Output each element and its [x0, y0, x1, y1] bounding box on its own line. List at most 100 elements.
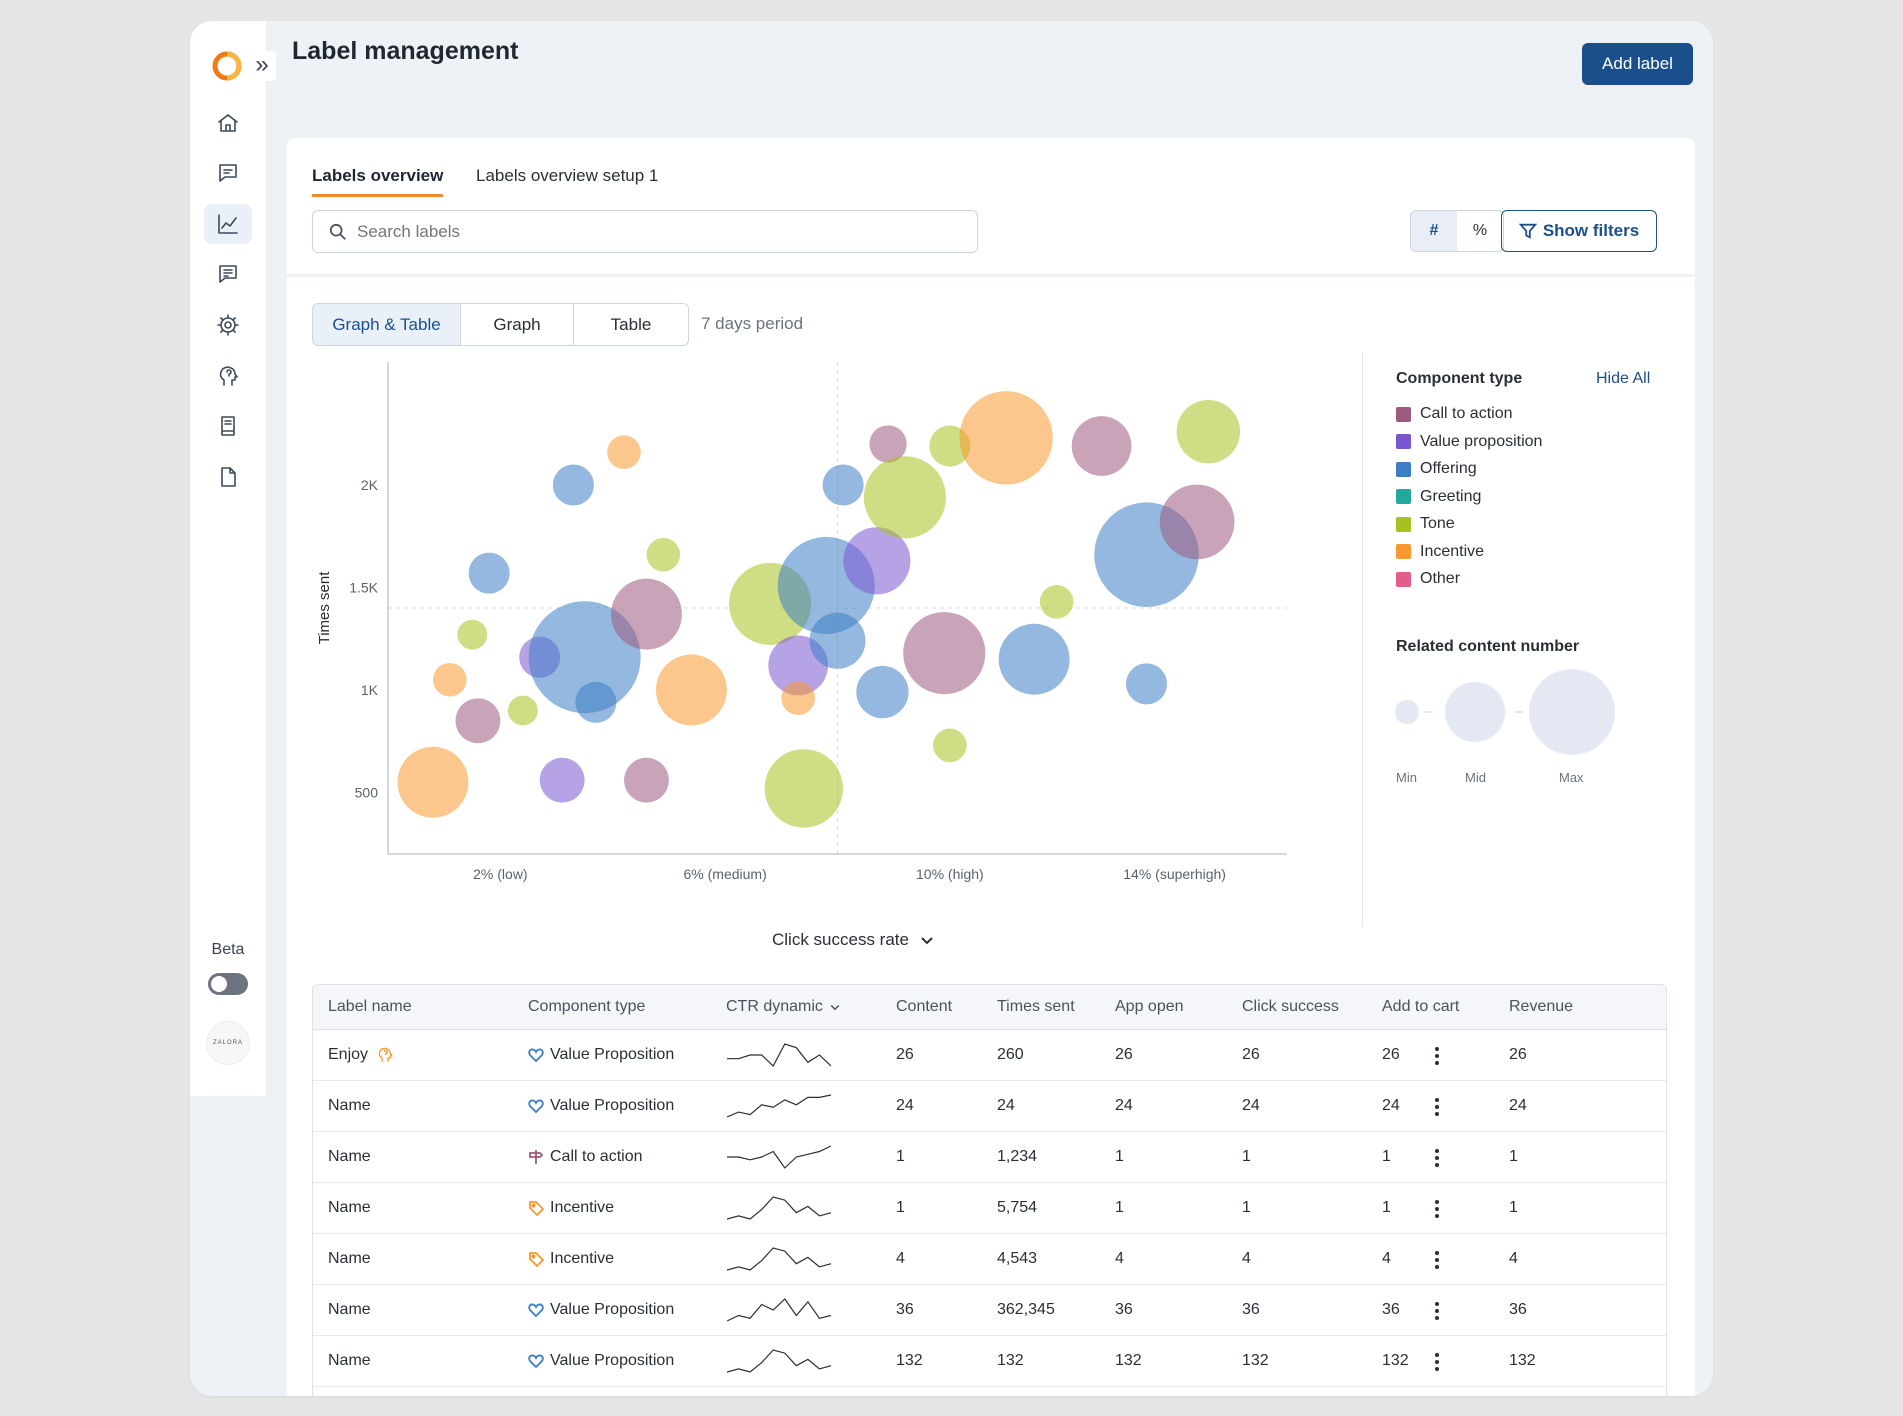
- x-tick-label: 14% (superhigh): [1123, 866, 1226, 882]
- bubble-call-to-action[interactable]: [455, 698, 501, 744]
- bubble-incentive[interactable]: [781, 681, 815, 715]
- col-click-success[interactable]: Click success: [1242, 998, 1339, 1015]
- cell-revenue: 132: [1509, 1352, 1536, 1369]
- bubble-offering[interactable]: [856, 665, 909, 719]
- col-component-type[interactable]: Component type: [528, 998, 646, 1015]
- cell-times-sent: 260: [997, 1046, 1024, 1063]
- row-more-options-icon[interactable]: [1425, 1043, 1449, 1069]
- sidebar-item-library[interactable]: [204, 406, 252, 446]
- legend-item-label: Incentive: [1420, 542, 1485, 560]
- bubble-value-proposition[interactable]: [843, 527, 911, 595]
- bubble-offering[interactable]: [468, 552, 510, 594]
- table-row[interactable]: Name Call to action 1 1,234 1 1 1 1: [313, 1132, 1666, 1183]
- bubble-tone[interactable]: [1176, 399, 1241, 464]
- col-label-name[interactable]: Label name: [328, 998, 412, 1015]
- add-label-button[interactable]: Add label: [1582, 43, 1693, 85]
- table-row[interactable]: Name Value Proposition 132 132 132 132 132 132: [313, 1336, 1666, 1387]
- bubble-incentive[interactable]: [607, 435, 641, 469]
- table-row[interactable]: NameOther132132132132132132: [313, 1387, 1666, 1396]
- bubble-value-proposition[interactable]: [539, 757, 585, 803]
- app-window: » Beta ZALORA Label management Add lab: [190, 21, 1713, 1396]
- bubble-offering[interactable]: [1125, 663, 1168, 705]
- page-title: Label management: [292, 37, 519, 65]
- col-content[interactable]: Content: [896, 998, 953, 1015]
- table-row[interactable]: Name Incentive 4 4,543 4 4 4 4: [313, 1234, 1666, 1285]
- tab-labels-overview[interactable]: Labels overview: [312, 166, 444, 197]
- x-axis-selector[interactable]: Click success rate: [772, 930, 935, 950]
- row-more-options-icon[interactable]: [1425, 1298, 1449, 1324]
- view-table-button[interactable]: Table: [610, 315, 652, 334]
- bubble-offering[interactable]: [528, 601, 641, 714]
- legend-item-call-to-action[interactable]: Call to action: [1396, 405, 1513, 423]
- row-more-options-icon[interactable]: [1425, 1145, 1449, 1171]
- double-chevron-right-icon[interactable]: »: [248, 51, 276, 81]
- bubble-tone[interactable]: [646, 537, 681, 572]
- component-type-cell: Value Proposition: [528, 1301, 674, 1319]
- col-ctr-dynamic[interactable]: CTR dynamic: [726, 998, 841, 1016]
- bubble-call-to-action[interactable]: [1159, 484, 1235, 560]
- unit-count-button[interactable]: #: [1411, 211, 1457, 251]
- sidebar-item-settings[interactable]: [204, 305, 252, 345]
- table-row[interactable]: Name Incentive 1 5,754 1 1 1 1: [313, 1183, 1666, 1234]
- row-more-options-icon[interactable]: [1425, 1196, 1449, 1222]
- brand-logo[interactable]: [210, 49, 244, 83]
- bubble-tone[interactable]: [1039, 585, 1074, 619]
- table-row[interactable]: Enjoy Value Proposition 26 260 26 26 26 26: [313, 1030, 1666, 1081]
- legend-item-value-proposition[interactable]: Value proposition: [1396, 433, 1542, 451]
- sidebar-item-ideas[interactable]: [204, 356, 252, 396]
- hide-all-link[interactable]: Hide All: [1596, 370, 1651, 387]
- bubble-offering[interactable]: [822, 464, 864, 506]
- legend-swatch: [1396, 544, 1411, 559]
- sidebar-item-home[interactable]: [204, 103, 252, 143]
- bubble-incentive[interactable]: [959, 391, 1053, 485]
- signpost-icon: [529, 1150, 544, 1164]
- bubble-call-to-action[interactable]: [903, 612, 986, 695]
- bubble-tone[interactable]: [457, 619, 488, 650]
- search-input[interactable]: [357, 221, 957, 242]
- bubble-offering[interactable]: [575, 681, 617, 723]
- sidebar-item-campaigns[interactable]: [204, 254, 252, 294]
- bubble-offering[interactable]: [998, 623, 1070, 695]
- bubble-call-to-action[interactable]: [624, 757, 669, 803]
- legend-item-offering[interactable]: Offering: [1396, 460, 1477, 478]
- bubble-incentive[interactable]: [433, 662, 467, 697]
- col-app-open[interactable]: App open: [1115, 998, 1184, 1015]
- legend-item-greeting[interactable]: Greeting: [1396, 488, 1481, 506]
- bubble-tone[interactable]: [764, 749, 843, 828]
- unit-percent-button[interactable]: %: [1472, 222, 1488, 239]
- col-add-to-cart[interactable]: Add to cart: [1382, 998, 1460, 1015]
- bubble-tone[interactable]: [933, 728, 967, 763]
- label-name: Name: [328, 1352, 371, 1369]
- tab-labels-overview-setup[interactable]: Labels overview setup 1: [476, 166, 659, 185]
- bubble-call-to-action[interactable]: [1071, 416, 1132, 476]
- col-revenue[interactable]: Revenue: [1509, 998, 1574, 1015]
- sidebar-item-documents[interactable]: [204, 457, 252, 497]
- row-more-options-icon[interactable]: [1425, 1349, 1449, 1375]
- show-filters-button[interactable]: Show filters: [1501, 210, 1657, 252]
- ctr-sparkline: [727, 1094, 831, 1118]
- view-graph-table-button[interactable]: Graph & Table: [313, 304, 461, 345]
- bubble-call-to-action[interactable]: [869, 425, 907, 463]
- x-axis-selector-label: Click success rate: [772, 930, 909, 949]
- bubble-call-to-action[interactable]: [610, 578, 682, 650]
- legend-item-other[interactable]: Other: [1396, 570, 1460, 588]
- row-more-options-icon[interactable]: [1425, 1094, 1449, 1120]
- table-row[interactable]: Name Value Proposition 36 362,345 36 36 36 36: [313, 1285, 1666, 1336]
- sidebar-item-analytics[interactable]: [204, 204, 252, 244]
- account-avatar[interactable]: ZALORA: [206, 1021, 250, 1065]
- bubble-offering[interactable]: [809, 612, 866, 669]
- bubble-offering[interactable]: [552, 464, 594, 506]
- sidebar-item-messages[interactable]: [204, 153, 252, 193]
- search-field[interactable]: [312, 210, 978, 253]
- bubble-incentive[interactable]: [397, 746, 469, 818]
- row-more-options-icon[interactable]: [1425, 1247, 1449, 1273]
- bubble-incentive[interactable]: [655, 654, 727, 726]
- legend-item-tone[interactable]: Tone: [1396, 515, 1455, 533]
- col-times-sent[interactable]: Times sent: [997, 998, 1075, 1015]
- view-graph-button[interactable]: Graph: [461, 304, 574, 345]
- beta-toggle[interactable]: [208, 973, 248, 995]
- bubble-tone[interactable]: [507, 695, 538, 726]
- table-row[interactable]: Name Value Proposition 24 24 24 24 24 24: [313, 1081, 1666, 1132]
- bubble-tone[interactable]: [863, 456, 946, 539]
- legend-item-incentive[interactable]: Incentive: [1396, 543, 1484, 561]
